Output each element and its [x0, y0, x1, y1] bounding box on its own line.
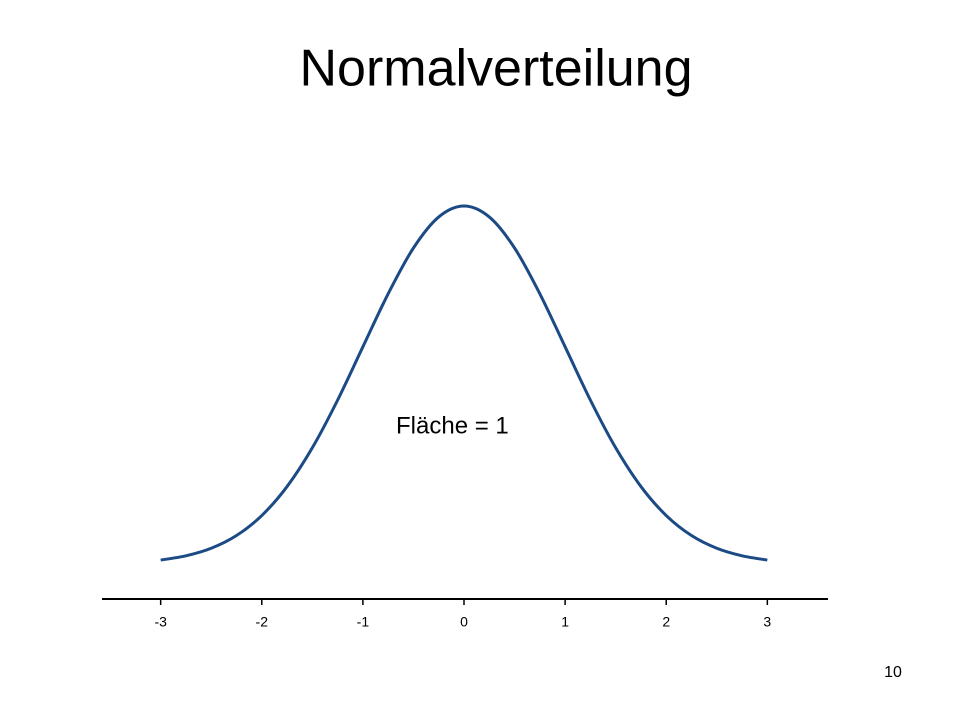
slide-number: 10 — [884, 664, 902, 681]
x-tick-label: -3 — [154, 614, 167, 630]
density-curve — [160, 204, 768, 562]
x-tick-label: 0 — [460, 614, 468, 630]
slide-title: Normalverteilung — [299, 40, 692, 98]
x-tick-label: -1 — [357, 614, 370, 630]
x-tick-label: -2 — [256, 614, 269, 630]
x-tick-label: 1 — [561, 614, 569, 630]
annotation: Fläche = 1 — [396, 412, 509, 439]
x-tick-label: 2 — [662, 614, 670, 630]
x-tick-label: 3 — [763, 614, 771, 630]
